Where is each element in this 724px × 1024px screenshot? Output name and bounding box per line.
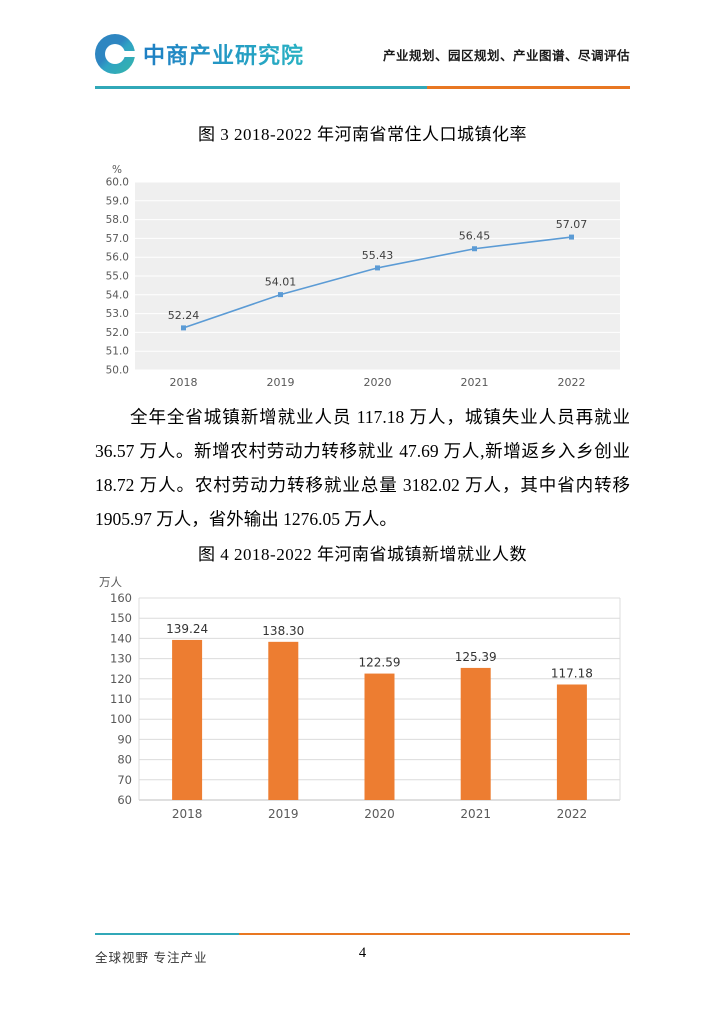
y-tick-label: 160: [110, 591, 132, 605]
footer-slogan: 全球视野 专注产业: [95, 951, 208, 965]
data-label: 117.18: [551, 666, 593, 680]
data-label: 52.24: [168, 309, 200, 322]
y-tick-label: 140: [110, 631, 132, 645]
y-tick-label: 58.0: [106, 214, 129, 226]
header-divider-teal-segment: [95, 86, 427, 89]
y-tick-label: 55.0: [106, 271, 129, 283]
data-point-marker: [278, 292, 283, 298]
x-tick-label: 2019: [267, 376, 295, 389]
data-label: 122.59: [359, 656, 401, 670]
x-tick-label: 2018: [172, 807, 203, 821]
company-logo-text: 中商产业研究院: [143, 38, 304, 70]
data-point-marker: [472, 246, 477, 252]
bar: [364, 673, 395, 800]
y-tick-label: 56.0: [106, 252, 129, 264]
y-tick-label: 120: [110, 672, 132, 686]
page-header: 中商产业研究院 产业规划、园区规划、产业图谱、尽调评估: [95, 30, 630, 78]
y-tick-label: 60: [117, 793, 132, 807]
bar: [460, 667, 491, 800]
figure4-title: 图 4 2018-2022 年河南省城镇新增就业人数: [198, 545, 527, 564]
x-tick-label: 2022: [558, 376, 586, 389]
y-axis-unit: %: [112, 164, 122, 176]
data-label: 139.24: [166, 622, 208, 636]
y-tick-label: 60.0: [106, 177, 129, 189]
y-tick-label: 57.0: [106, 233, 129, 245]
company-logo-icon: [95, 34, 136, 74]
y-tick-label: 54.0: [106, 289, 129, 301]
bar: [268, 641, 299, 800]
y-tick-label: 90: [117, 732, 132, 746]
data-point-marker: [181, 325, 186, 331]
y-tick-label: 53.0: [106, 308, 129, 320]
bar-chart-svg: 60 70 80 90 100 110 120 130 140 150 160 139.24 2018 1…: [99, 575, 621, 821]
data-label: 138.30: [262, 624, 304, 638]
x-tick-label: 2022: [557, 807, 588, 821]
y-tick-label: 50.0: [106, 365, 129, 377]
y-tick-label: 70: [117, 773, 132, 787]
line-chart-svg: 50.0 51.0 52.0 53.0 54.0 55.0 56.0 57.0 58.0 59.0…: [106, 164, 620, 389]
data-label: 55.43: [362, 249, 394, 262]
data-point-marker: [375, 265, 380, 271]
x-tick-label: 2019: [268, 807, 299, 821]
data-label: 125.39: [455, 650, 497, 664]
header-divider: [95, 86, 630, 89]
y-tick-label: 150: [110, 611, 132, 625]
footer-divider-teal-segment: [95, 933, 240, 935]
company-logo: 中商产业研究院: [95, 34, 304, 74]
data-label: 56.45: [459, 230, 491, 243]
page-footer: 全球视野 专注产业 4: [95, 944, 630, 966]
x-tick-label: 2020: [364, 807, 395, 821]
bar: [172, 639, 203, 800]
footer-divider-orange-segment: [239, 933, 630, 935]
footer-divider: [95, 933, 630, 935]
page-number: 4: [358, 945, 367, 961]
y-axis-unit: 万人: [99, 575, 122, 589]
data-label: 54.01: [265, 276, 297, 289]
x-tick-label: 2021: [461, 376, 489, 389]
y-tick-label: 51.0: [106, 346, 129, 358]
y-tick-label: 80: [117, 753, 132, 767]
y-tick-label: 52.0: [106, 327, 129, 339]
y-tick-label: 110: [110, 692, 132, 706]
y-tick-label: 130: [110, 652, 132, 666]
data-label: 57.07: [556, 218, 588, 231]
header-tagline: 产业规划、园区规划、产业图谱、尽调评估: [382, 48, 630, 63]
figure3-title: 图 3 2018-2022 年河南省常住人口城镇化率: [198, 125, 527, 144]
y-tick-label: 100: [110, 712, 132, 726]
header-divider-orange-segment: [426, 86, 630, 89]
bar: [556, 684, 587, 800]
new-employment-bar-chart: 60 70 80 90 100 110 120 130 140 150 160 139.24 2018 1…: [95, 572, 630, 824]
y-tick-label: 59.0: [106, 195, 129, 207]
x-tick-label: 2020: [364, 376, 392, 389]
data-point-marker: [569, 234, 574, 240]
x-tick-label: 2021: [460, 807, 491, 821]
body-paragraph: 全年全省城镇新增就业人员 117.18 万人，城镇失业人员再就业 36.57 万…: [95, 407, 630, 529]
x-tick-label: 2018: [170, 376, 198, 389]
urbanization-rate-line-chart: 50.0 51.0 52.0 53.0 54.0 55.0 56.0 57.0 58.0 59.0…: [95, 160, 630, 395]
